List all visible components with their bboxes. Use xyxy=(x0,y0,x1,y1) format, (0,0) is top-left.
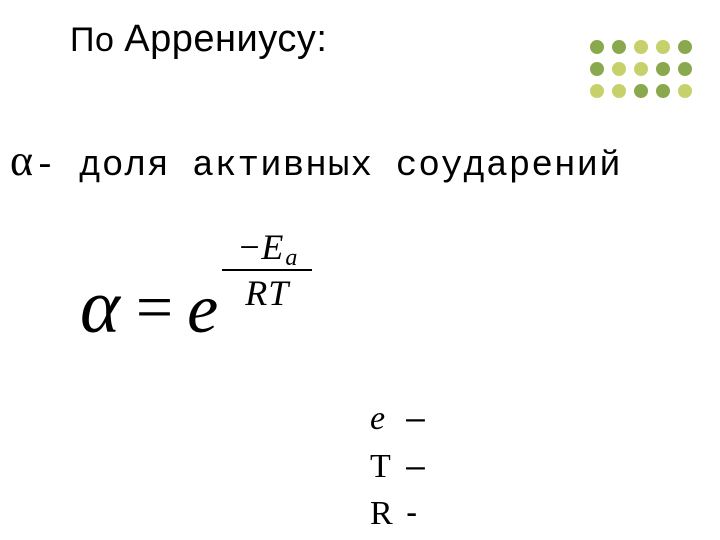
formula-subscript-a: a xyxy=(285,246,297,270)
formula-alpha: α xyxy=(80,235,120,345)
formula-minus: − xyxy=(237,229,261,265)
dot-icon xyxy=(634,40,648,54)
dot-icon xyxy=(678,84,692,98)
slide-title: По Аррениусу: xyxy=(70,18,327,61)
fraction-bar xyxy=(222,269,312,271)
dot-icon xyxy=(590,84,604,98)
dot-icon xyxy=(656,84,670,98)
formula-equals: = xyxy=(136,235,173,341)
formula-numerator: − E a xyxy=(237,229,297,267)
alpha-symbol: α xyxy=(10,136,34,185)
dot-icon xyxy=(634,84,648,98)
dot-icon xyxy=(634,62,648,76)
dot-icon xyxy=(612,84,626,98)
dot-icon xyxy=(656,62,670,76)
legend-row: R - xyxy=(370,490,425,538)
dot-icon xyxy=(678,40,692,54)
decorative-dots xyxy=(590,40,694,100)
formula-E: E xyxy=(261,229,283,265)
dot-icon xyxy=(612,62,626,76)
formula-e: e xyxy=(187,235,218,345)
formula-R: R xyxy=(245,275,268,311)
dot-icon xyxy=(590,40,604,54)
legend-symbol-T: T xyxy=(370,443,406,491)
legend-row: T – xyxy=(370,443,425,491)
formula-exponent: − E a RT xyxy=(222,229,312,311)
legend-dash: - xyxy=(406,490,417,538)
dot-icon xyxy=(678,62,692,76)
dot-icon xyxy=(656,40,670,54)
formula-T: T xyxy=(268,275,289,311)
legend: e – T – R - xyxy=(370,395,425,538)
legend-symbol-e: e xyxy=(370,395,406,443)
formula: α = e − E a RT xyxy=(80,235,312,345)
formula-denominator: RT xyxy=(245,273,289,311)
legend-symbol-R: R xyxy=(370,490,406,538)
legend-dash: – xyxy=(406,443,425,491)
legend-dash: – xyxy=(406,395,425,443)
title-word: Аррениусу: xyxy=(124,18,327,60)
dot-icon xyxy=(590,62,604,76)
slide: По Аррениусу: α- доля активных соударени… xyxy=(0,0,720,540)
title-prefix: По xyxy=(70,21,124,59)
dot-icon xyxy=(612,40,626,54)
alpha-definition-text: - доля активных соударений xyxy=(34,145,622,186)
legend-row: e – xyxy=(370,395,425,443)
alpha-definition-line: α- доля активных соударений xyxy=(10,135,622,186)
